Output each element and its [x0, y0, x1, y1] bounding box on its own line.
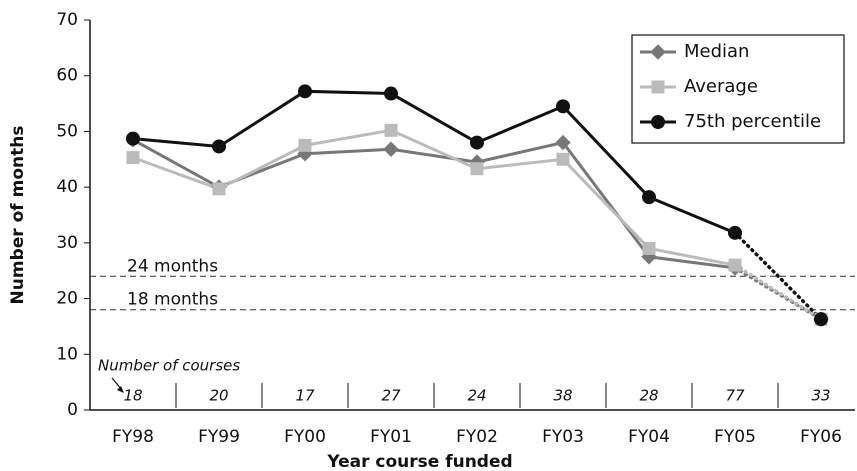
series-line-projected	[733, 263, 823, 321]
series-line	[132, 89, 736, 235]
arrow-head	[117, 386, 124, 393]
x-tick-label: FY05	[714, 427, 756, 447]
marker	[298, 138, 312, 152]
course-count: 38	[553, 387, 572, 405]
reference-label: 18 months	[127, 290, 218, 310]
legend-label: 75th percentile	[684, 111, 821, 132]
marker	[126, 151, 140, 165]
y-tick-label: 60	[56, 66, 78, 86]
x-tick-label: FY01	[370, 427, 412, 447]
y-tick-label: 30	[56, 233, 78, 253]
legend-label: Median	[684, 41, 749, 62]
y-tick-label: 0	[67, 400, 78, 420]
marker	[642, 241, 656, 255]
y-tick-label: 40	[56, 177, 78, 197]
course-count: 18	[123, 387, 142, 405]
marker	[555, 134, 571, 151]
marker	[384, 86, 398, 101]
course-count: 27	[381, 387, 401, 405]
x-tick-label: FY04	[628, 427, 670, 447]
course-count: 33	[811, 387, 830, 405]
x-tick-label: FY99	[198, 427, 240, 447]
marker	[212, 182, 226, 196]
series-line	[132, 128, 736, 267]
x-tick-label: FY03	[542, 427, 584, 447]
x-tick-label: FY98	[112, 427, 154, 447]
marker	[384, 123, 398, 137]
y-tick-label: 20	[56, 289, 78, 309]
reference-label: 24 months	[127, 256, 218, 276]
x-tick-label: FY02	[456, 427, 498, 447]
count-label: Number of courses	[98, 357, 240, 375]
course-count: 24	[467, 387, 486, 405]
marker	[470, 162, 484, 176]
marker	[556, 99, 570, 114]
marker	[556, 152, 570, 166]
marker	[728, 258, 742, 272]
course-count: 28	[639, 387, 658, 405]
marker	[298, 84, 312, 99]
y-tick-label: 50	[56, 121, 78, 141]
course-count: 17	[295, 387, 315, 405]
legend-marker	[650, 44, 666, 60]
legend-marker	[651, 80, 665, 94]
marker	[212, 139, 226, 154]
marker	[814, 312, 828, 327]
marker	[470, 135, 484, 150]
y-tick-label: 10	[56, 344, 78, 364]
marker	[126, 131, 140, 146]
marker	[728, 225, 742, 240]
series-line-projected	[733, 231, 823, 321]
course-count: 77	[725, 387, 745, 405]
y-tick-label: 70	[56, 10, 78, 30]
marker	[383, 141, 399, 157]
course-count: 20	[209, 387, 228, 405]
x-tick-label: FY06	[800, 427, 842, 447]
legend-label: Average	[684, 76, 758, 97]
x-axis-label: Year course funded	[326, 452, 512, 471]
y-axis-label: Number of months	[8, 126, 28, 305]
marker	[642, 190, 656, 205]
legend-marker	[651, 115, 665, 129]
x-tick-label: FY00	[284, 427, 326, 447]
